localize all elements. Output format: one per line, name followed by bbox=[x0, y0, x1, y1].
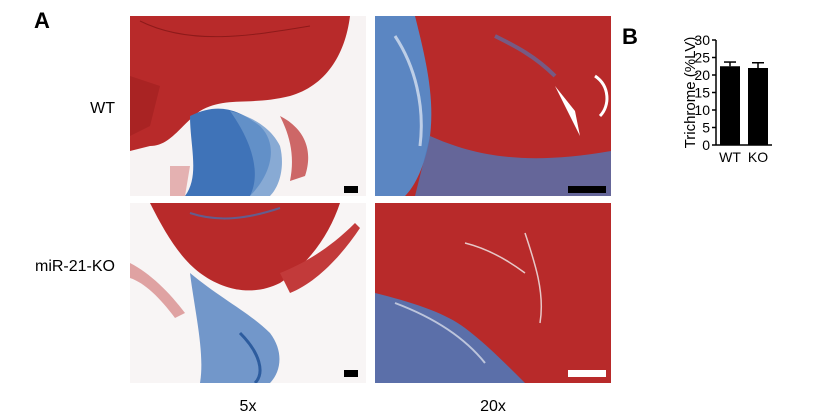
micrograph-ko-20x bbox=[375, 203, 611, 383]
micrograph-wt-5x bbox=[130, 16, 366, 196]
scale-bar bbox=[568, 186, 606, 193]
scale-bar bbox=[568, 370, 606, 377]
y-tick-label: 15 bbox=[694, 85, 710, 101]
bar-wt bbox=[720, 66, 740, 145]
micrograph-wt-20x bbox=[375, 16, 611, 196]
y-tick-label: 10 bbox=[694, 102, 710, 118]
scale-bar bbox=[344, 186, 358, 193]
scale-bar bbox=[344, 370, 358, 377]
y-axis-label: Trichrome (%LV) bbox=[682, 37, 699, 149]
x-tick-label: WT bbox=[719, 149, 741, 165]
col-label-5x: 5x bbox=[239, 398, 257, 415]
y-tick-label: 5 bbox=[702, 120, 710, 136]
bar-ko bbox=[748, 68, 768, 145]
y-tick-label: 20 bbox=[694, 67, 710, 83]
panel-b-letter: B bbox=[622, 24, 638, 49]
row-label-mir21-ko: miR-21-KO bbox=[34, 258, 115, 275]
row-label-wt: WT bbox=[90, 100, 115, 117]
panel-a-letter: A bbox=[34, 8, 50, 33]
col-label-20x: 20x bbox=[480, 398, 506, 415]
y-tick-label: 0 bbox=[702, 137, 710, 153]
micrograph-ko-5x bbox=[130, 203, 366, 383]
x-tick-label: KO bbox=[748, 149, 768, 165]
y-tick-label: 30 bbox=[694, 32, 710, 48]
y-tick-label: 25 bbox=[694, 50, 710, 66]
